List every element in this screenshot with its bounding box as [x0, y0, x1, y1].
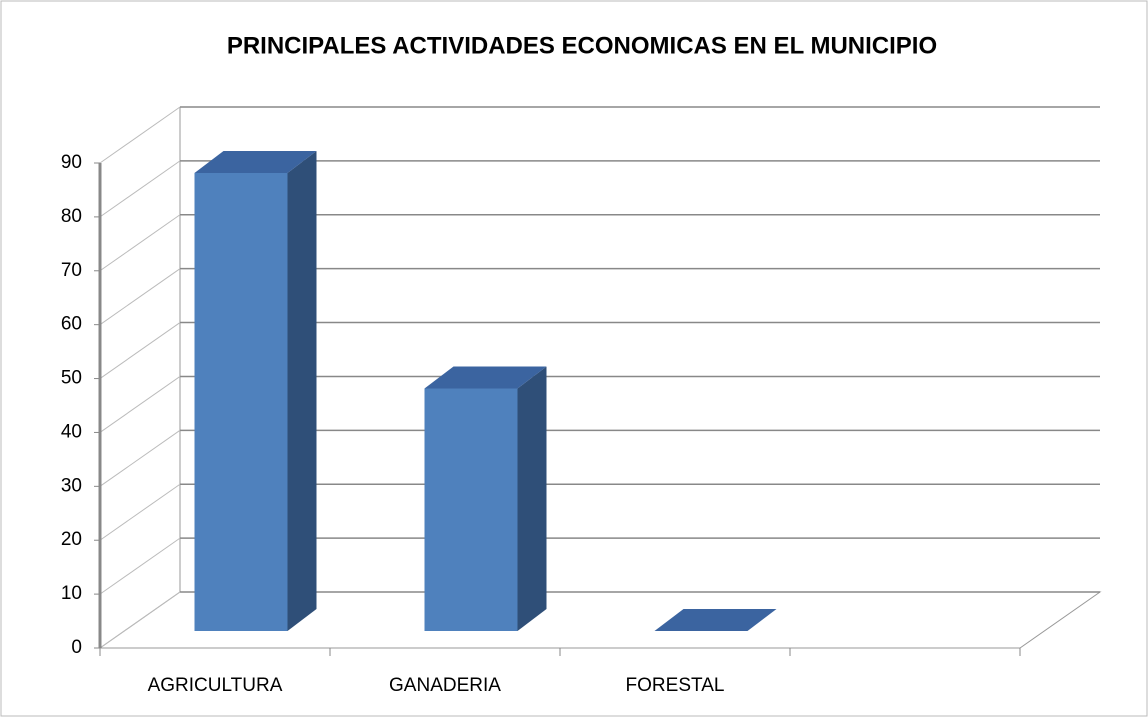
y-tick-label: 40 — [61, 421, 82, 442]
y-tick-label: 70 — [61, 260, 82, 281]
y-tick-label: 90 — [61, 152, 82, 173]
bar-side — [287, 150, 317, 631]
y-tick-label: 50 — [61, 368, 82, 389]
y-tick-label: 80 — [61, 206, 82, 227]
bar — [194, 172, 288, 631]
bar — [424, 388, 518, 631]
y-tick-label: 10 — [61, 583, 82, 604]
x-tick-label: AGRICULTURA — [148, 675, 283, 696]
x-tick-label: FORESTAL — [626, 675, 725, 696]
bar-side — [517, 366, 547, 631]
bar-top — [424, 366, 547, 389]
side-grid-line — [99, 429, 181, 487]
side-grid-line — [99, 106, 181, 164]
side-grid-line — [99, 322, 181, 379]
side-grid-line — [99, 537, 181, 595]
side-grid-line — [99, 268, 181, 326]
x-tick-label: GANADERIA — [389, 675, 501, 696]
side-grid-line — [99, 160, 181, 218]
y-tick-label: 20 — [61, 529, 82, 550]
y-tick-label: 60 — [61, 314, 82, 335]
side-grid-line — [99, 483, 181, 541]
side-grid-line — [99, 376, 181, 433]
bar-top — [654, 609, 777, 631]
y-tick-label: 0 — [71, 637, 82, 658]
side-grid-line — [99, 591, 181, 649]
y-tick-label: 30 — [61, 475, 82, 496]
bar-top — [194, 150, 317, 173]
chart-title: PRINCIPALES ACTIVIDADES ECONOMICAS EN EL… — [227, 32, 937, 59]
side-grid-line — [99, 214, 181, 272]
